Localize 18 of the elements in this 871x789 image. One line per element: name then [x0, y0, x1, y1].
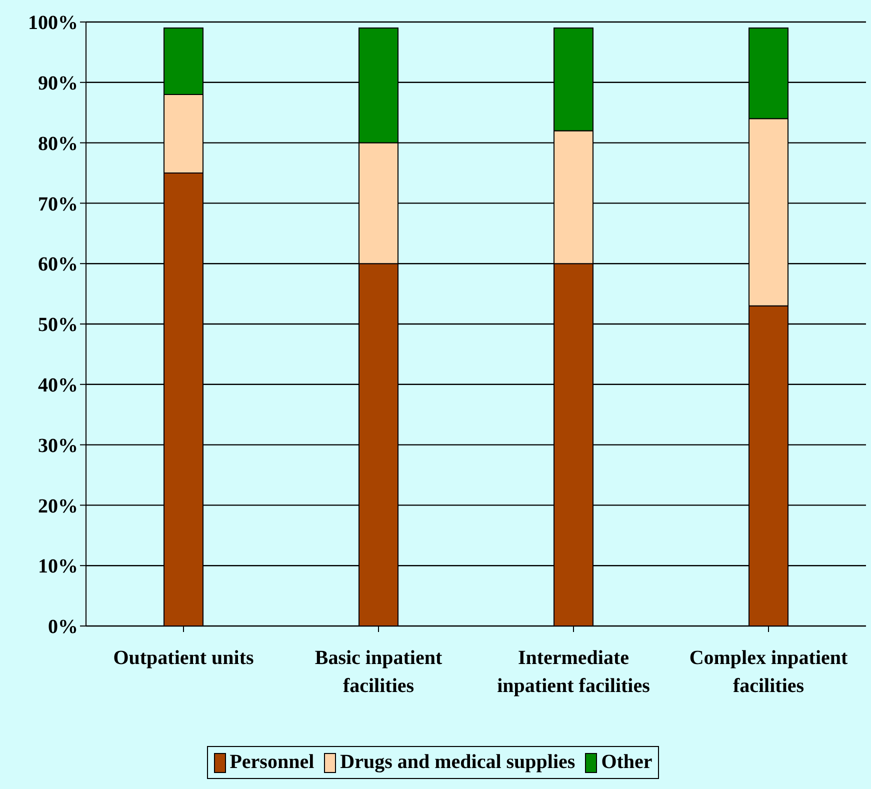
y-tick-label: 50%	[38, 314, 78, 336]
x-tick-label: Complex inpatient facilities	[689, 647, 848, 697]
y-tick-label: 70%	[38, 193, 78, 216]
x-tick-label: Outpatient units	[113, 647, 254, 669]
y-tick-label: 100%	[28, 12, 78, 34]
y-tick-label: 10%	[38, 556, 78, 578]
y-tick-label: 90%	[38, 72, 78, 94]
y-tick-label: 30%	[38, 434, 78, 457]
x-tick-label: Basic inpatient facilities	[314, 647, 442, 697]
y-tick-label: 20%	[38, 495, 78, 518]
legend-label: Personnel	[228, 751, 314, 774]
x-tick-label: Intermediate inpatient facilities	[497, 647, 650, 697]
y-tick-label: 0%	[48, 616, 78, 638]
legend-label: Drugs and medical supplies	[339, 751, 576, 774]
y-tick-label: 60%	[38, 254, 78, 276]
y-tick-label: 80%	[38, 132, 78, 155]
legend-label: Other	[600, 751, 652, 774]
y-tick-label: 40%	[38, 374, 78, 396]
